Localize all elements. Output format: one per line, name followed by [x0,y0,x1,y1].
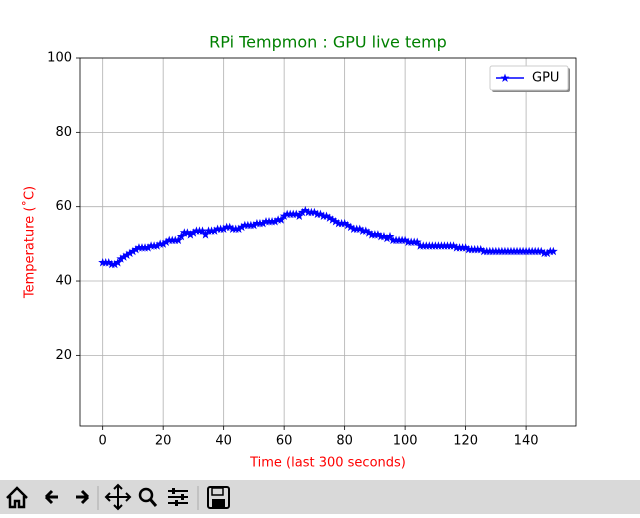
chart: RPi Tempmon : GPU live temp Time (last 3… [22,33,577,471]
plot-frame [79,57,577,427]
save-button[interactable] [207,486,230,509]
chart-title: RPi Tempmon : GPU live temp [209,33,447,52]
y-tick-label: 80 [55,125,72,140]
legend-label: GPU [532,71,559,86]
legend-box [489,65,569,91]
x-tick-label: 0 [99,434,107,449]
x-tick-label: 100 [393,434,418,449]
x-axis-label: Time (last 300 seconds) [249,456,406,471]
configure-button[interactable] [168,488,188,506]
forward-button[interactable] [76,489,90,505]
data-line [98,205,558,269]
back-button[interactable] [44,489,58,505]
pan-button[interactable] [104,483,132,511]
x-tick-label: 80 [336,434,353,449]
y-tick-label: 40 [55,274,72,289]
home-button[interactable] [6,486,28,509]
y-tick-label: 100 [47,51,72,66]
x-tick-label: 140 [514,434,539,449]
x-tick-label: 40 [215,434,232,449]
toolbar-icons [6,483,230,511]
y-tick-label: 60 [55,199,72,214]
x-tick-label: 60 [276,434,293,449]
y-axis-label: Temperature (˚C) [22,186,38,299]
x-tick-label: 20 [155,434,172,449]
zoom-button[interactable] [138,487,158,507]
y-tick-label: 20 [55,348,72,363]
x-tick-label: 120 [453,434,478,449]
toolbar [0,480,640,514]
